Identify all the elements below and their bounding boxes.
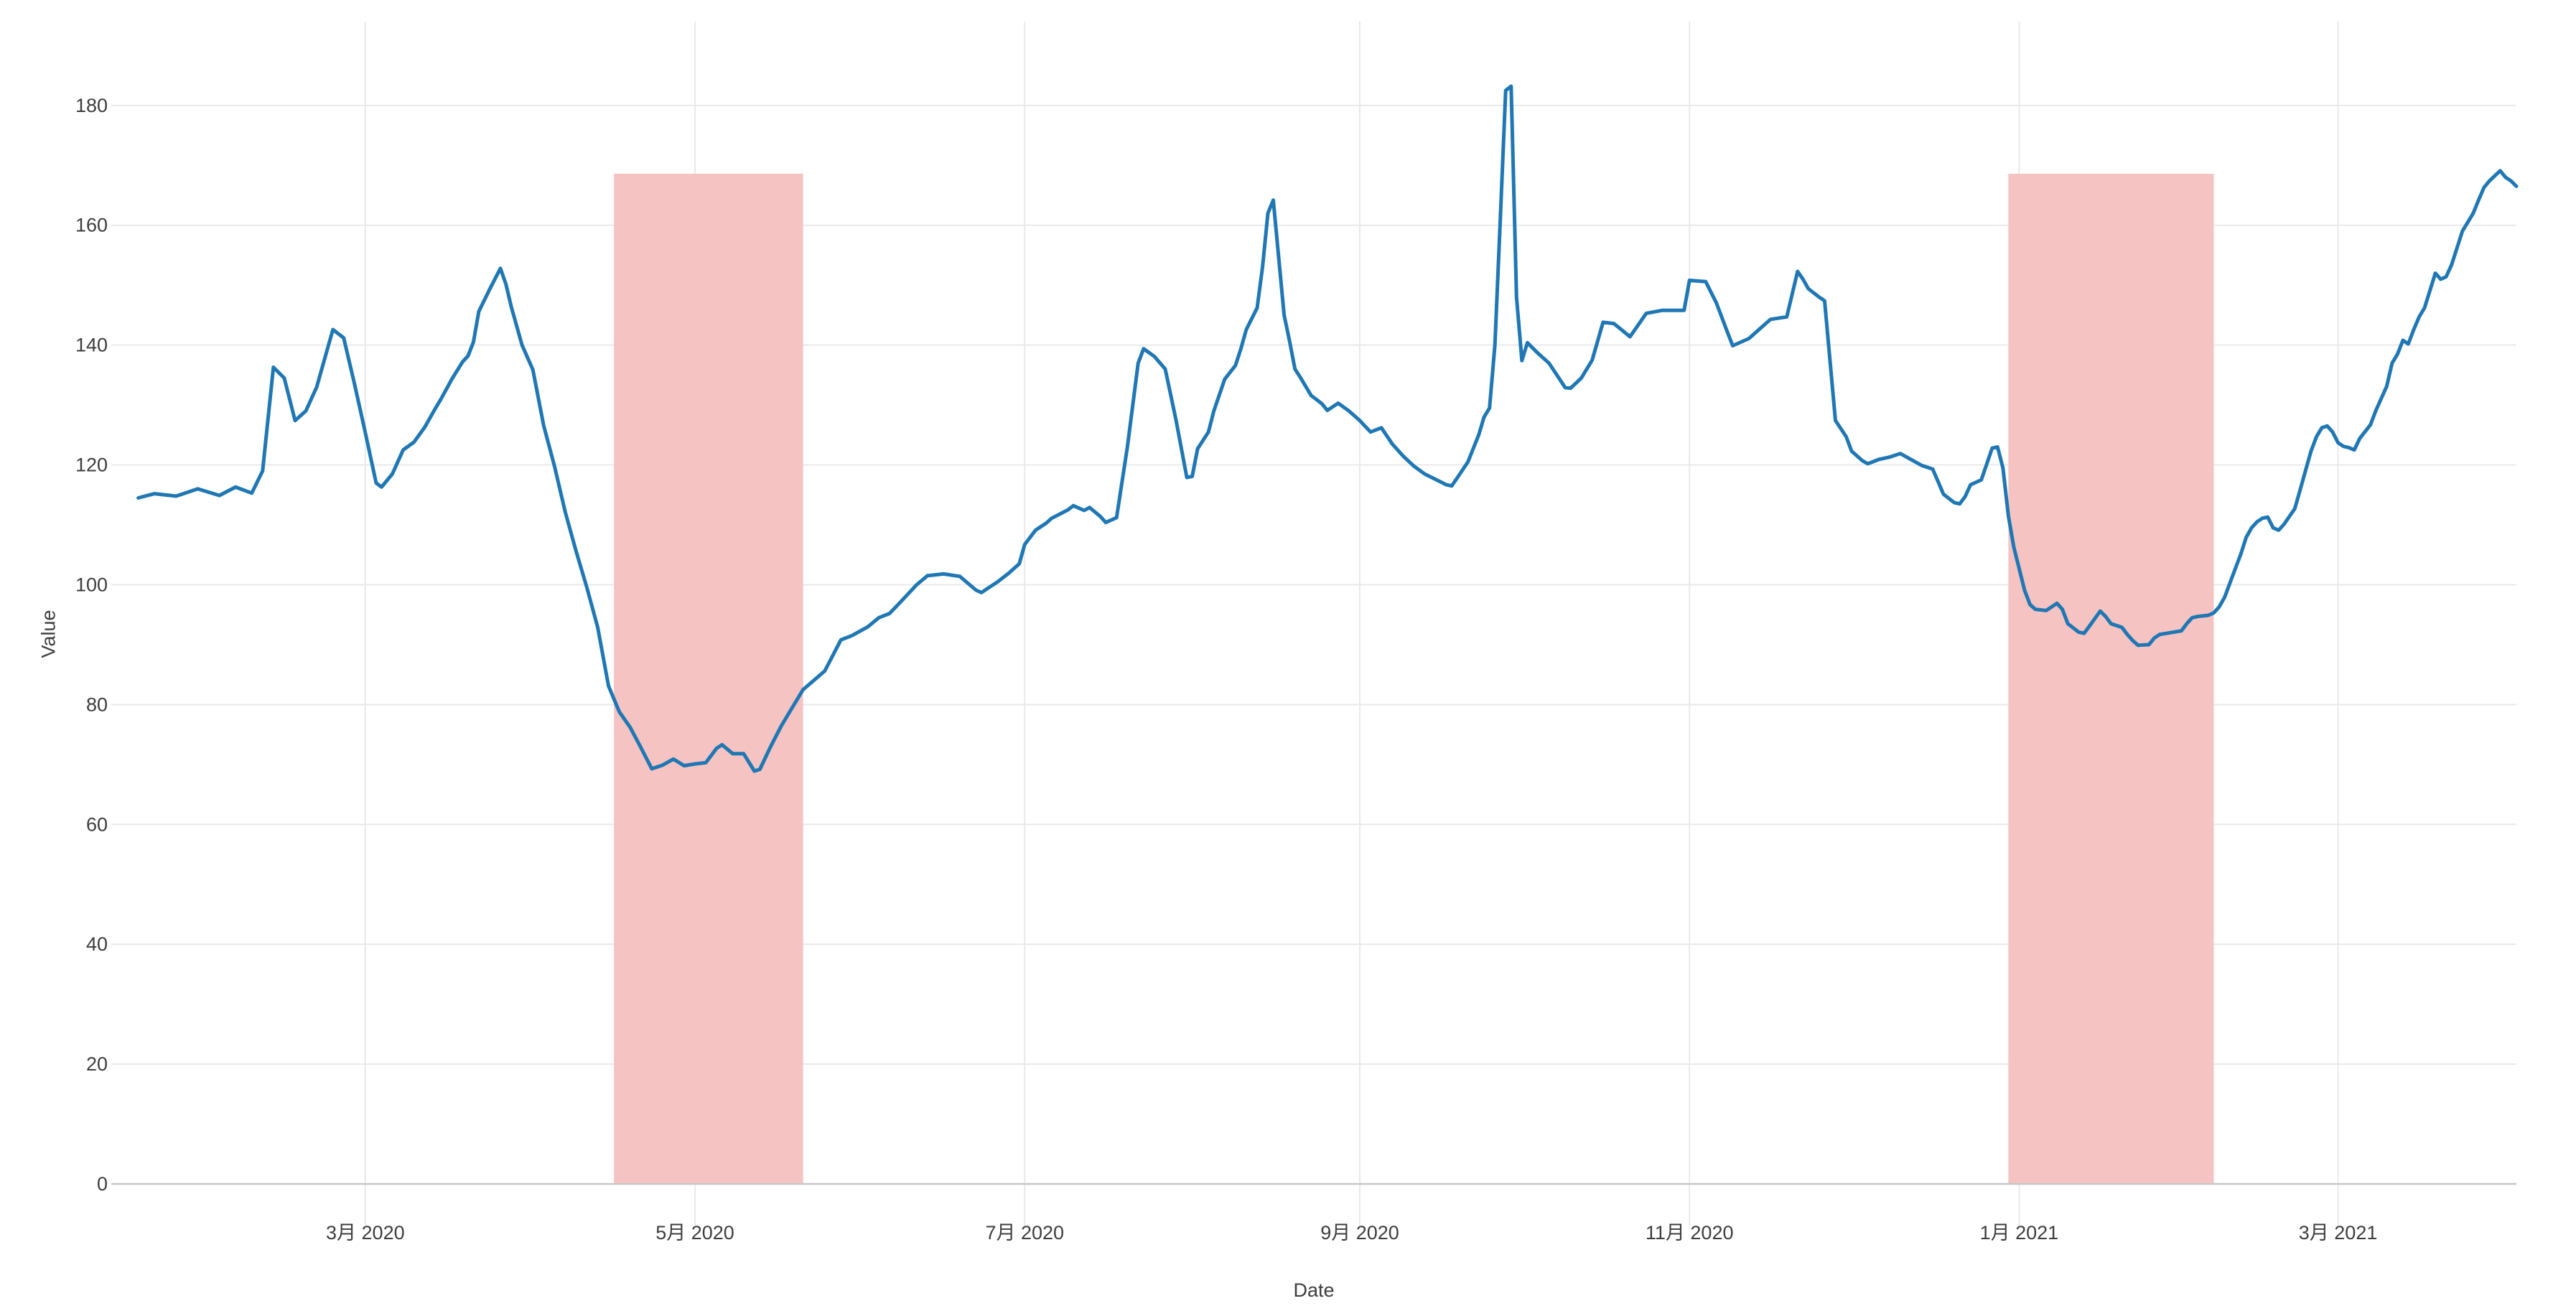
- x-tick-label: 5月 2020: [655, 1222, 734, 1244]
- y-tick-label: 180: [75, 95, 108, 116]
- y-tick-label: 120: [75, 454, 108, 476]
- y-tick-label: 80: [86, 694, 108, 715]
- y-tick-label: 40: [86, 933, 108, 955]
- x-tick-label: 1月 2021: [1980, 1222, 2059, 1244]
- y-tick-label: 100: [75, 574, 108, 595]
- x-axis-title: Date: [1293, 1279, 1335, 1301]
- y-tick-label: 160: [75, 215, 108, 236]
- x-tick-label: 3月 2021: [2299, 1222, 2378, 1244]
- y-tick-label: 140: [75, 335, 108, 356]
- x-tick-label: 9月 2020: [1320, 1222, 1399, 1244]
- highlight-band: [2008, 173, 2214, 1184]
- x-tick-label: 3月 2020: [326, 1222, 405, 1244]
- y-tick-label: 60: [86, 813, 108, 835]
- x-tick-label: 11月 2020: [1646, 1222, 1734, 1244]
- x-tick-label: 7月 2020: [985, 1222, 1064, 1244]
- value-series-line: [136, 84, 2519, 773]
- y-tick-label: 20: [86, 1053, 108, 1075]
- highlight-band: [614, 173, 803, 1184]
- y-axis-title: Value: [37, 610, 60, 658]
- y-tick-label: 0: [97, 1173, 108, 1195]
